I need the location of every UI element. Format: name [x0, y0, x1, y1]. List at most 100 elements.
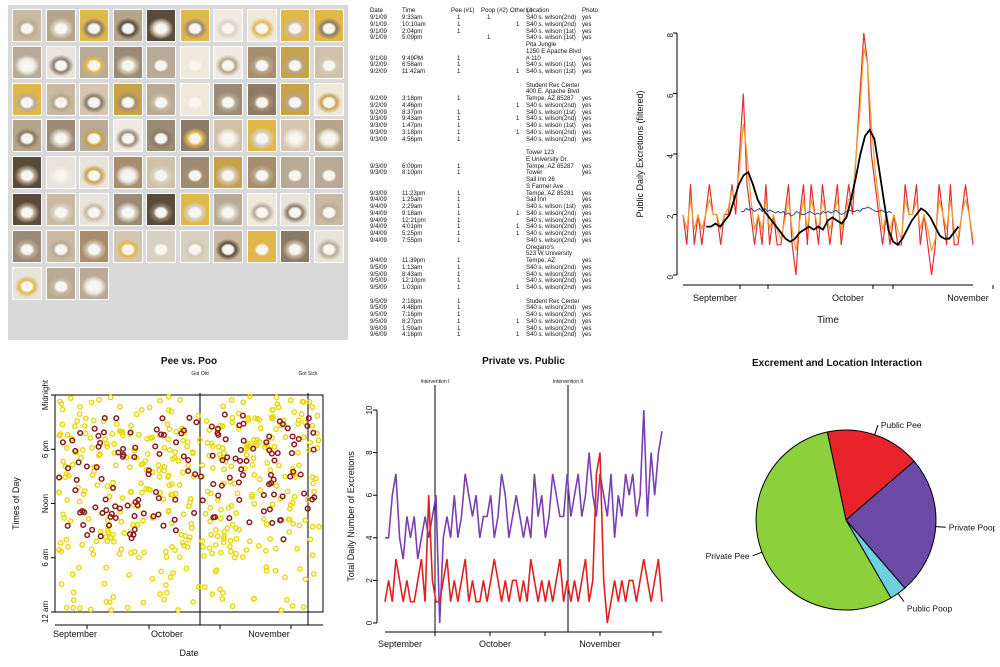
- pee-point: [60, 458, 66, 465]
- table-cell: 2:18pm: [402, 297, 423, 305]
- pee-point: [110, 593, 117, 600]
- pee-point: [228, 463, 235, 470]
- pee-point: [284, 596, 290, 603]
- header-photo: Photo: [582, 7, 598, 14]
- toilet-photo-thumbnail: [79, 156, 109, 190]
- table-cell: 9/5/09: [370, 297, 387, 305]
- poo-point: [243, 457, 250, 464]
- table-cell: 9:43am: [402, 115, 423, 123]
- table-cell: 9:33am: [402, 14, 423, 21]
- pee-point: [270, 414, 277, 420]
- poo-point: [211, 514, 219, 521]
- table-cell: S40 s. wilson(2nd): [526, 230, 577, 237]
- table-cell: 4:16pm: [402, 331, 423, 339]
- pee-point: [165, 394, 172, 400]
- poo-point: [113, 415, 120, 422]
- public-series-line: [384, 452, 663, 624]
- table-cell: yes: [582, 169, 592, 177]
- pee-point: [56, 398, 63, 405]
- table-cell: 1:03pm: [402, 284, 423, 291]
- table-row: 9/1/09 2:04pm 1 S40 s. wilson (1st) yes: [360, 28, 600, 36]
- table-cell: 1: [457, 54, 461, 62]
- pee-point: [290, 520, 297, 527]
- table-cell: Tower: [526, 169, 543, 177]
- pee-point: [209, 465, 216, 472]
- poo-point: [199, 497, 206, 504]
- pee-point: [216, 451, 223, 458]
- table-cell: yes: [582, 68, 592, 75]
- pee-point: [179, 539, 186, 546]
- table-cell: 9/4/09: [370, 223, 387, 231]
- poo-point: [250, 445, 257, 452]
- pee-point: [217, 549, 224, 556]
- toilet-photo-thumbnail: [45, 119, 76, 153]
- header-time: Time: [402, 7, 416, 14]
- pee-point: [235, 426, 242, 432]
- pee-point: [289, 602, 296, 609]
- table-row: 9/6/09 1:59am 1 S40 s. wilson(2nd) yes: [360, 325, 600, 333]
- pee-point: [141, 549, 147, 556]
- toilet-photo-thumbnail: [213, 45, 243, 79]
- table-cell: S40 s. wilson(2nd): [526, 128, 577, 136]
- table-cell: yes: [582, 27, 592, 35]
- pee-point: [289, 465, 296, 472]
- toilet-photo-thumbnail: [313, 119, 344, 153]
- table-cell: 1: [457, 223, 461, 231]
- poo-point: [126, 531, 134, 538]
- x-axis-label: Date: [179, 648, 198, 658]
- poo-point: [246, 519, 253, 526]
- table-row: 9/5/09 8:43am 1 S40 s. wilson(2nd) yes: [360, 271, 600, 279]
- pie-label: Private Poop: [949, 522, 995, 532]
- toilet-photo-thumbnail: [12, 82, 42, 116]
- table-row: 9/3/09 6:09pm 1 Tempe, AZ 85287 yes: [360, 163, 600, 171]
- table-cell: yes: [582, 216, 592, 224]
- pee-point: [118, 546, 125, 553]
- y-tick-label: 8: [666, 32, 675, 37]
- poo-point: [279, 493, 286, 500]
- x-tick-label: October: [479, 639, 511, 649]
- pee-point: [124, 604, 131, 611]
- poo-point: [310, 446, 317, 453]
- toilet-photo-thumbnail: [146, 229, 176, 263]
- pee-point: [212, 542, 219, 548]
- table-cell: 1: [457, 189, 461, 197]
- pee-point: [184, 439, 191, 446]
- pee-point: [189, 449, 196, 456]
- pee-point: [264, 460, 271, 466]
- pee-point: [310, 480, 316, 487]
- poo-point: [237, 446, 244, 453]
- pie-label-leader: [935, 526, 946, 528]
- table-cell: yes: [582, 95, 592, 102]
- toilet-photo-thumbnail: [280, 193, 310, 226]
- poo-point: [274, 450, 281, 457]
- pee-point: [87, 435, 94, 441]
- table-cell: 11:42am: [402, 68, 426, 75]
- pee-point: [165, 407, 172, 413]
- poo-point: [266, 481, 273, 488]
- pee-point: [260, 516, 267, 522]
- pee-point: [271, 443, 278, 450]
- toilet-photo-thumbnail: [280, 229, 310, 263]
- table-cell: 1: [457, 68, 461, 75]
- poo-point: [131, 513, 138, 520]
- table-row: Student Rec Center: [360, 82, 600, 90]
- pee-point: [207, 518, 214, 525]
- pee-point: [236, 526, 243, 533]
- pee-point: [299, 398, 306, 405]
- poo-point: [120, 445, 127, 452]
- pee-point: [176, 554, 183, 561]
- table-cell: S40 s. wilson (1st): [526, 34, 576, 42]
- poo-point: [72, 487, 79, 494]
- header-poop: Poop (#2): [481, 7, 508, 14]
- pee-point: [183, 565, 190, 572]
- table-cell: 1: [516, 115, 520, 123]
- pee-point: [229, 414, 236, 421]
- table-cell: yes: [582, 209, 592, 217]
- pee-point: [169, 491, 176, 498]
- pee-point: [70, 589, 77, 596]
- poo-point: [191, 509, 198, 517]
- private-series-line: [385, 409, 663, 624]
- table-cell: yes: [582, 311, 592, 318]
- toilet-photo-thumbnail: [213, 156, 243, 190]
- pee-point: [94, 482, 101, 489]
